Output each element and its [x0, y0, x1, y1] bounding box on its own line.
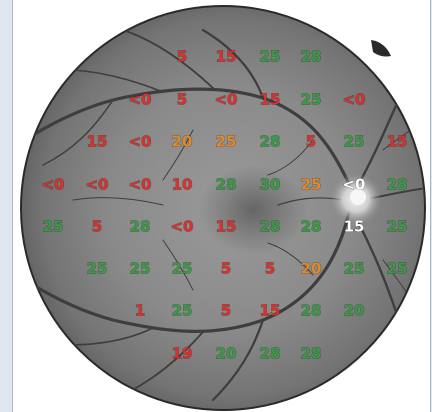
sensitivity-value: 25 [172, 260, 193, 278]
vessel-superior-branch [201, 28, 265, 100]
vessel-small-1 [267, 139, 314, 176]
sensitivity-value: 5 [221, 302, 231, 320]
sensitivity-grid: 5 15 25 28<0 5 <0 15 25 <015 <0 20 25 28 5 25 15<0 <0 <0 1… [41, 47, 408, 363]
sensitivity-value: 5 [265, 260, 275, 278]
sensitivity-value: 25 [301, 91, 322, 109]
vessel-superior-arcade [31, 87, 353, 190]
sensitivity-value: 25 [344, 133, 365, 151]
retina-edge-notch [371, 40, 391, 57]
sensitivity-value: 28 [260, 345, 281, 363]
image-panel: 5 15 25 28 <0 5 <0 15 25 <0 15 <0 20 25 28 5 25 15 <0 <0 <0 1… [12, 0, 431, 412]
sensitivity-value: <0 [128, 176, 151, 194]
vessel-temporal-upper [42, 99, 114, 166]
vessel-inferior-arcade [31, 210, 351, 333]
sensitivity-value: 25 [387, 260, 408, 278]
sensitivity-value: <0 [128, 91, 151, 109]
sensitivity-value: 25 [216, 133, 237, 151]
vessel-superior-branch-2 [122, 29, 214, 89]
sensitivity-value: 25 [387, 218, 408, 236]
sensitivity-value: 28 [301, 218, 322, 236]
sensitivity-value: 20 [172, 133, 193, 151]
sensitivity-value: 25 [130, 260, 151, 278]
sensitivity-value: 15 [260, 91, 281, 109]
sensitivity-value: 28 [301, 345, 322, 363]
vessel-small-3 [162, 129, 194, 181]
sensitivity-value: 30 [260, 176, 281, 194]
sensitivity-value: <0 [342, 91, 365, 109]
sensitivity-value: 15 [216, 48, 237, 66]
sensitivity-value: 10 [172, 176, 193, 194]
sensitivity-value: 5 [177, 48, 187, 66]
vessel-small-4 [162, 239, 194, 291]
sensitivity-value: 19 [172, 345, 193, 363]
sensitivity-value: 20 [344, 302, 365, 320]
sensitivity-value: 28 [387, 176, 408, 194]
sensitivity-value: 5 [306, 133, 316, 151]
sensitivity-value: 28 [301, 302, 322, 320]
sensitivity-value: 5 [92, 218, 102, 236]
sensitivity-value: <0 [342, 176, 365, 194]
sensitivity-value: 28 [301, 48, 322, 66]
sensitivity-value: 25 [301, 176, 322, 194]
sensitivity-value: 20 [216, 345, 237, 363]
sensitivity-value: <0 [170, 218, 193, 236]
sensitivity-value: 25 [172, 302, 193, 320]
sensitivity-value: <0 [128, 133, 151, 151]
sensitivity-value: 25 [43, 218, 64, 236]
sensitivity-value: <0 [214, 91, 237, 109]
sensitivity-value: 28 [130, 218, 151, 236]
sensitivity-value: 25 [344, 260, 365, 278]
sensitivity-value: 15 [87, 133, 108, 151]
sensitivity-value: 28 [216, 176, 237, 194]
sensitivity-value: 15 [344, 218, 365, 236]
vessel-small-2 [267, 242, 314, 276]
sensitivity-value: 25 [87, 260, 108, 278]
sensitivity-value: 5 [177, 91, 187, 109]
sensitivity-value: <0 [41, 176, 64, 194]
sensitivity-value: 5 [221, 260, 231, 278]
sensitivity-value: 1 [135, 302, 145, 320]
vessel-inferior-branch [211, 318, 265, 402]
vessel-small-5 [72, 197, 164, 206]
vessel-superior-branch-3 [72, 69, 164, 93]
sensitivity-value: 28 [260, 218, 281, 236]
vessel-layer [31, 28, 425, 402]
sensitivity-value: 15 [216, 218, 237, 236]
optic-cup [350, 189, 366, 205]
vessel-inferior-branch-3 [67, 327, 154, 346]
vessel-small-7 [382, 119, 425, 151]
sensitivity-value: 28 [260, 133, 281, 151]
macula [198, 165, 308, 255]
sensitivity-value: 15 [387, 133, 408, 151]
sensitivity-value: <0 [85, 176, 108, 194]
sensitivity-value: 20 [301, 260, 322, 278]
sensitivity-value: 15 [260, 302, 281, 320]
sensitivity-value: 25 [260, 48, 281, 66]
fundus-image: 5 15 25 28<0 5 <0 15 25 <015 <0 20 25 28 5 25 15<0 <0 <0 1… [20, 5, 426, 411]
